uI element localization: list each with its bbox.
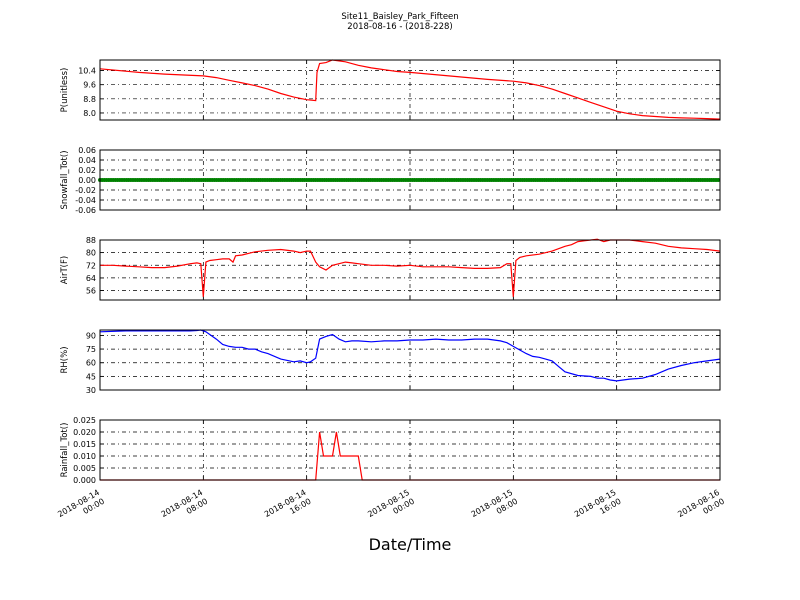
y-tick-label: 0.025	[73, 416, 96, 425]
y-axis-label: Snowfall_Tot()	[60, 150, 70, 209]
y-tick-label: 0.020	[73, 428, 96, 437]
y-tick-label: 8.0	[83, 109, 96, 118]
axes-frame	[99, 149, 721, 211]
panel-1: 8.0 8.8 9.6 10.4 P(unitless)	[60, 59, 721, 121]
series-line	[99, 59, 721, 120]
y-tick-label: 56	[86, 287, 96, 296]
y-tick-label: 88	[86, 236, 96, 245]
y-tick-label: 0.010	[73, 452, 96, 461]
y-axis-label: RH(%)	[60, 346, 70, 373]
series-line	[100, 431, 720, 481]
chart-title-line2: 2018-08-16 - (2018-228)	[347, 22, 452, 32]
panel-2: -0.06-0.04-0.020.000.020.040.06 Snowfall_…	[60, 146, 721, 215]
axes-frame	[99, 419, 721, 481]
panel-3: 56 64 72 80 88 AirT(F)	[60, 236, 721, 301]
panels: 8.08.89.610.4P(unitless)-0.06-0.04-0.020…	[60, 59, 721, 485]
y-axis-label: Rainfall_Tot()	[60, 423, 70, 478]
y-tick-label: -0.02	[75, 186, 96, 195]
axes-frame	[99, 329, 721, 391]
y-tick-label: 10.4	[78, 67, 96, 76]
y-tick-label: 0.04	[78, 156, 96, 165]
y-axis-label: P(unitless)	[60, 68, 70, 113]
y-axis-label: AirT(F)	[60, 256, 70, 284]
y-tick-label: 0.000	[73, 476, 96, 485]
axes-frame	[99, 239, 721, 301]
axes-frame	[99, 59, 721, 121]
y-tick-label: 60	[86, 359, 96, 368]
y-tick-label: 0.06	[78, 146, 96, 155]
y-tick-label: 0.00	[78, 176, 96, 185]
series-point	[716, 178, 721, 182]
y-tick-label: 0.005	[73, 464, 96, 473]
y-tick-label: 30	[86, 386, 96, 395]
y-tick-label: 0.02	[78, 166, 96, 175]
series-markers	[98, 178, 721, 182]
chart-title-line1: Site11_Baisley_Park_Fifteen	[341, 12, 458, 22]
y-tick-label: 75	[86, 345, 96, 354]
y-tick-label: 8.8	[83, 95, 96, 104]
y-tick-label: 45	[86, 372, 96, 381]
y-tick-label: 80	[86, 249, 96, 258]
x-axis-label: Date/Time	[369, 535, 452, 554]
y-tick-label: 90	[86, 331, 96, 340]
panel-4: 30 45 60 75 90 RH(%)	[60, 329, 721, 395]
y-tick-label: -0.06	[75, 206, 96, 215]
panel-5: 0.000 0.005 0.010 0.015 0.020 0.025Rainfall_T…	[60, 416, 721, 485]
y-tick-label: -0.04	[75, 196, 96, 205]
y-tick-label: 64	[86, 274, 96, 283]
y-tick-label: 0.015	[73, 440, 96, 449]
y-tick-label: 9.6	[83, 81, 96, 90]
y-tick-label: 72	[86, 261, 96, 270]
series-line	[99, 329, 721, 382]
